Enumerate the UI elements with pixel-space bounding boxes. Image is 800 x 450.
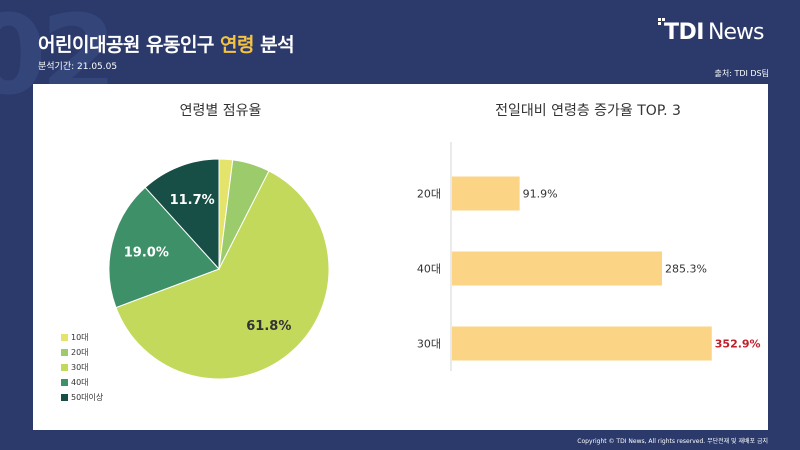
source-note: 출처: TDI DS팀 [714, 69, 769, 78]
bar-value-label: 352.9% [715, 338, 761, 351]
legend-label: 20대 [71, 348, 89, 357]
legend-swatch [61, 379, 68, 386]
pie-data-label: 11.7% [170, 193, 215, 208]
legend-item: 40대 [61, 375, 103, 390]
pie-data-label: 19.0% [124, 245, 169, 260]
page-title: 어린이대공원 유동인구 연령 분석 [38, 30, 295, 57]
legend-item: 10대 [61, 330, 103, 345]
logo-tdi: TDI [664, 20, 704, 45]
bar-chart-title: 전일대비 연령층 증가율 TOP. 3 [495, 103, 681, 119]
bar-category-label: 40대 [417, 263, 441, 276]
legend-item: 50대이상 [61, 390, 103, 405]
pie-data-label: 61.8% [246, 319, 291, 334]
analysis-period: 분석기간: 21.05.05 [38, 62, 118, 72]
chart-panel: 61.8% 19.0% 11.7% 20대 91.9% 40대 285.3% 30대 352.… [33, 84, 768, 430]
copyright-notice: Copyright © TDI News, All rights reserve… [577, 438, 768, 445]
legend-item: 20대 [61, 345, 103, 360]
title-prefix: 어린이대공원 유동인구 [38, 34, 221, 56]
bar-category-label: 20대 [417, 188, 441, 201]
bar-category-label: 30대 [417, 338, 441, 351]
bar-value-label: 91.9% [523, 188, 558, 201]
pie-slice-30대 [115, 170, 330, 380]
legend-label: 30대 [71, 363, 89, 372]
legend-label: 40대 [71, 378, 89, 387]
pie-slice-40대 [108, 186, 220, 309]
bar-value-label: 285.3% [665, 263, 707, 276]
bar-20대 [452, 176, 520, 211]
title-suffix: 분석 [254, 34, 295, 56]
legend-label: 10대 [71, 333, 89, 342]
legend-swatch [61, 349, 68, 356]
pie-slice-50대이상 [144, 158, 220, 271]
bar-40대 [452, 251, 663, 286]
legend-swatch [61, 334, 68, 341]
legend-swatch [61, 364, 68, 371]
legend-label: 50대이상 [71, 393, 104, 402]
tdi-news-logo: TDI News [658, 18, 770, 46]
legend-swatch [61, 394, 68, 401]
legend-item: 30대 [61, 360, 103, 375]
pie-chart-title: 연령별 점유율 [179, 103, 262, 119]
pie-legend: 10대 20대 30대 40대 50대이상 [61, 330, 103, 405]
logo-news: News [708, 20, 764, 45]
pie-chart: 61.8% 19.0% 11.7% [108, 158, 330, 380]
bar-chart: 20대 91.9% 40대 285.3% 30대 352.9% [417, 142, 761, 371]
bar-30대 [452, 326, 712, 361]
title-highlight: 연령 [220, 34, 254, 56]
